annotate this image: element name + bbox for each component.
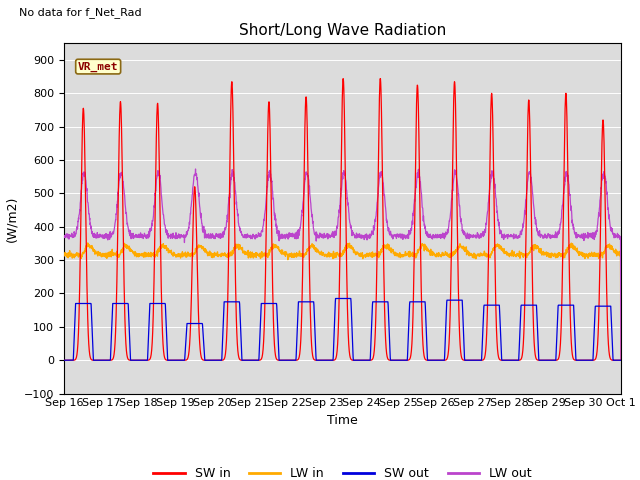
Legend: SW in, LW in, SW out, LW out: SW in, LW in, SW out, LW out [148,462,536,480]
X-axis label: Time: Time [327,414,358,427]
Title: Short/Long Wave Radiation: Short/Long Wave Radiation [239,23,446,38]
Text: No data for f_Net_Rad: No data for f_Net_Rad [19,7,142,18]
Text: VR_met: VR_met [78,61,118,72]
Y-axis label: (W/m2): (W/m2) [5,195,19,241]
